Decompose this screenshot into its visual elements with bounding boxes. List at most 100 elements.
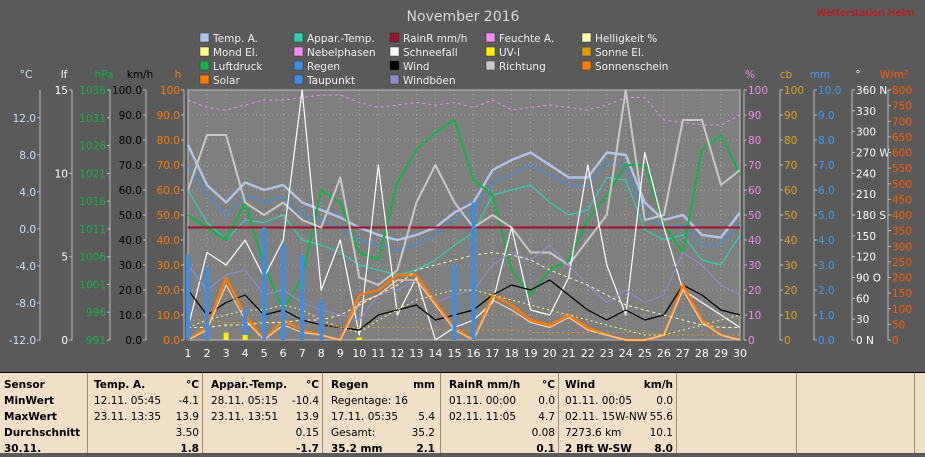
uv-i-bar: [223, 332, 229, 340]
x-tick-label: 23: [600, 347, 614, 360]
kmh-tick-label: 0.0: [125, 335, 142, 347]
kmh-tick-label: 60.0: [119, 185, 142, 197]
wm2-tick-label: 450: [892, 194, 912, 206]
h-tick-label: 20.0: [157, 285, 180, 297]
appar-row: 23.11. 13:51 13.9: [203, 411, 323, 425]
hpa-tick-label: 1026: [79, 141, 106, 153]
deg-tick-label: 210: [856, 189, 876, 201]
mm-tick-label: 6.0: [818, 185, 835, 197]
x-tick-label: 9: [337, 347, 344, 360]
empty-column: [676, 373, 678, 453]
temp-tick-label: 0.0: [19, 224, 36, 236]
x-tick-label: 17: [486, 347, 500, 360]
appar-row: -1.7: [203, 443, 323, 457]
temp-row-value: 13.9: [175, 411, 199, 423]
uv-i-bar: [242, 335, 248, 340]
legend-swatch: [581, 60, 592, 71]
pct-axis-unit: %: [745, 69, 755, 81]
x-tick-label: 1: [185, 347, 192, 360]
rainr-row: 02.11. 11:05 4.7: [441, 411, 559, 425]
deg-tick-label: 150: [856, 231, 876, 243]
regen-row: Gesamt: 35.2: [323, 427, 441, 441]
wind-row-value: 0.0: [656, 395, 673, 407]
chart-axes: °C12.08.04.00.0-4.0-8.0-12.0lf151050hPa1…: [9, 69, 912, 347]
regen-row: Regentage: 16: [323, 395, 441, 409]
mm-tick-label: 4.0: [818, 235, 835, 247]
x-tick-label: 27: [676, 347, 690, 360]
cb-tick-label: 30: [784, 260, 797, 272]
rainr-header-unit: °C: [542, 379, 555, 391]
regen-header: Regen mm: [323, 379, 441, 393]
deg-tick-label: 30: [856, 314, 869, 326]
x-tick-label: 18: [505, 347, 519, 360]
temp-tick-label: -4.0: [16, 261, 37, 273]
legend-entry: Appar.-Temp.: [307, 33, 375, 45]
wind-header: Wind km/h: [559, 379, 677, 393]
appar-header-label: Appar.-Temp.: [211, 379, 288, 391]
chart-title: November 2016: [407, 9, 520, 25]
wind-header-label: Wind: [565, 379, 596, 391]
helligkeit-line: [188, 252, 740, 328]
rainr-header: RainR mm/h °C: [441, 379, 559, 393]
x-tick-label: 14: [428, 347, 442, 360]
legend-swatch: [389, 46, 400, 57]
appar-row-value: -1.7: [296, 443, 319, 455]
kmh-tick-label: 40.0: [119, 235, 142, 247]
x-tick-label: 6: [280, 347, 287, 360]
temp-row-label: 23.11. 13:35: [94, 411, 161, 423]
wind-row: 01.11. 00:05 0.0: [559, 395, 677, 409]
lf-tick-label: 0: [61, 335, 68, 347]
feuchte-a-line: [187, 94, 741, 126]
cb-tick-label: 0: [784, 335, 791, 347]
x-tick-label: 28: [695, 347, 709, 360]
deg-tick-label: 60: [856, 293, 869, 305]
rainr-row-value: 0.08: [531, 427, 555, 439]
legend-entry: Feuchte A.: [499, 33, 554, 45]
x-tick-label: 20: [543, 347, 557, 360]
legend-swatch: [485, 32, 496, 43]
appar-row-label: 23.11. 13:51: [211, 411, 278, 423]
regen-bar: [262, 227, 267, 340]
kmh-axis-unit: km/h: [127, 69, 154, 81]
temp-header-unit: °C: [186, 379, 199, 391]
pct-tick-label: 90: [748, 110, 761, 122]
mm-tick-label: 2.0: [818, 285, 835, 297]
regen-row-value: 5.4: [418, 411, 435, 423]
kmh-tick-label: 30.0: [119, 260, 142, 272]
regen-row: 17.11. 05:35 5.4: [323, 411, 441, 425]
x-tick-label: 11: [371, 347, 385, 360]
wm2-tick-label: 400: [892, 210, 912, 222]
rainr-row-value: 0.0: [538, 395, 555, 407]
wm2-tick-label: 250: [892, 257, 912, 269]
wm2-tick-label: 700: [892, 116, 912, 128]
legend-entry: Helligkeit %: [595, 33, 657, 45]
legend-entry: Solar: [213, 75, 240, 87]
rainr-row: 0.1: [441, 443, 559, 457]
schneefall-line: [187, 89, 741, 341]
sensor-header-label: Sensor: [4, 379, 45, 391]
sensor-row-label: Durchschnitt: [4, 427, 81, 439]
mm-tick-label: 8.0: [818, 135, 835, 147]
x-tick-label: 24: [619, 347, 633, 360]
legend-entry: Taupunkt: [306, 75, 355, 87]
sensor-column: Sensor MinWert MaxWert Durchschnitt 30.11.: [0, 373, 87, 455]
x-axis-ticks: 1 2 3 4 5 6 7 8 9 10 11 12 13 14 15 16 17 18 19 20 21 22 23 24 2…: [185, 347, 748, 360]
appar-row-label: 28.11. 05:15: [211, 395, 278, 407]
x-tick-label: 21: [562, 347, 576, 360]
temp-tick-label: 4.0: [19, 187, 36, 199]
x-tick-label: 15: [447, 347, 461, 360]
wind-row-value: 8.0: [654, 443, 673, 455]
wm2-tick-label: 500: [892, 179, 912, 191]
sensor-row: MaxWert: [0, 411, 87, 425]
h-axis-unit: h: [175, 69, 182, 81]
cb-tick-label: 20: [784, 285, 797, 297]
regen-bar: [471, 202, 476, 340]
hpa-tick-label: 1031: [79, 113, 106, 125]
wind-row-value: 55.6: [649, 411, 673, 423]
wind-row: 02.11. 15W-NW 55.6: [559, 411, 677, 425]
wm2-axis-unit: W/m²: [880, 69, 908, 81]
temp-tick-label: -8.0: [16, 298, 37, 310]
h-tick-label: 40.0: [157, 235, 180, 247]
deg-tick-label: 120: [856, 252, 876, 264]
